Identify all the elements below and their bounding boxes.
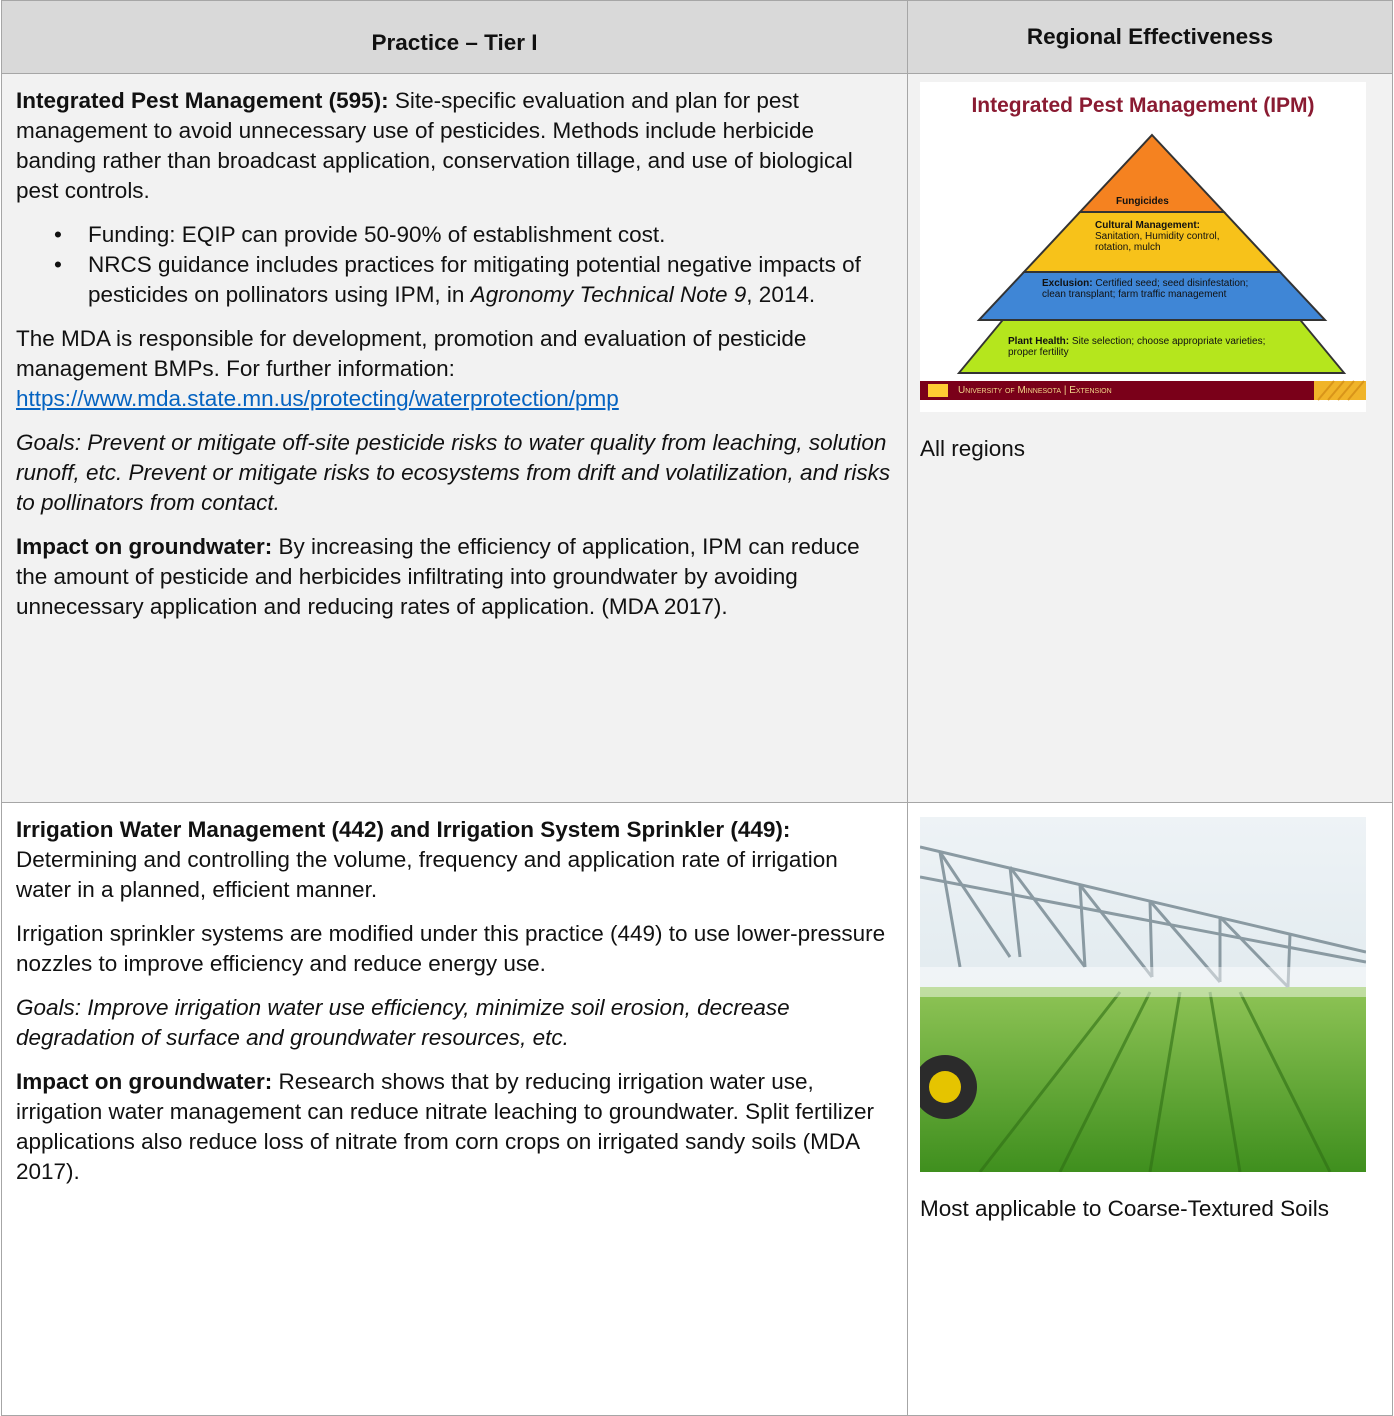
text: The MDA is responsible for development, … [16, 326, 807, 381]
text: Goals: Prevent or mitigate off-site pest… [16, 430, 891, 515]
figure-footer: University of Minnesota | Extension [958, 385, 1112, 396]
tier: Fungicides [1116, 196, 1169, 207]
lead: Impact on groundwater: [16, 534, 273, 559]
text: Research shows that by reducing irrigati… [16, 1069, 874, 1184]
goals: Goals: Prevent or mitigate off-site pest… [16, 428, 893, 518]
irrigation-photo [920, 817, 1366, 1172]
tier-lead: Plant Health: [1008, 336, 1070, 347]
goals: Goals: Improve irrigation water use effi… [16, 993, 893, 1053]
effectiveness-cell: Most applicable to Coarse-Textured Soils [907, 802, 1393, 1416]
ipm-figure: Integrated Pest Management (IPM) Fungici… [920, 82, 1366, 412]
lead: Irrigation Water Management (442) and Ir… [16, 817, 791, 842]
bullet: Funding: EQIP can provide 50-90% of esta… [54, 220, 893, 250]
paragraph: The MDA is responsible for development, … [16, 324, 893, 414]
tier-text: Sanitation, Humidity control, rotation, … [1095, 231, 1220, 253]
row: Irrigation Water Management (442) and Ir… [1, 802, 1393, 1416]
pyramid [920, 133, 1366, 401]
tier: Plant Health: Site selection; choose app… [1008, 336, 1268, 358]
tier-lead: Exclusion: [1042, 278, 1093, 289]
row: Integrated Pest Management (595): Site-s… [1, 73, 1393, 803]
lead: Integrated Pest Management (595): [16, 88, 389, 113]
header-row: Practice – Tier I Regional Effectiveness [1, 0, 1393, 74]
link[interactable]: https://www.mda.state.mn.us/protecting/w… [16, 386, 619, 411]
lead: Impact on groundwater: [16, 1069, 273, 1094]
tier: Cultural Management: Sanitation, Humidit… [1095, 220, 1225, 253]
citation: Agronomy Technical Note 9 [470, 282, 747, 307]
page: Practice – Tier I Regional Effectiveness… [0, 0, 1394, 1293]
text: Determining and controlling the volume, … [16, 847, 838, 902]
tier-lead: Cultural Management: [1095, 220, 1201, 231]
practice-cell: Integrated Pest Management (595): Site-s… [1, 73, 908, 803]
text: Goals: Improve irrigation water use effi… [16, 995, 790, 1050]
text: By increasing the efficiency of applicat… [16, 534, 860, 619]
paragraph: Impact on groundwater: Research shows th… [16, 1067, 893, 1187]
effectiveness: Most applicable to Coarse-Textured Soils [920, 1196, 1329, 1221]
text: Funding: EQIP can provide 50-90% of esta… [88, 222, 666, 247]
tier-text: Certified seed; seed disinfestation; cle… [1042, 278, 1249, 300]
paragraph: Irrigation Water Management (442) and Ir… [16, 815, 893, 905]
bullet: NRCS guidance includes practices for mit… [54, 250, 893, 310]
practice-cell: Irrigation Water Management (442) and Ir… [1, 802, 908, 1416]
text: , 2014. [746, 282, 816, 307]
header-cell: Regional Effectiveness [907, 0, 1393, 74]
figure-title: Integrated Pest Management (IPM) [971, 94, 1315, 117]
paragraph: Integrated Pest Management (595): Site-s… [16, 86, 893, 206]
text: NRCS guidance includes practices for mit… [88, 252, 861, 307]
effectiveness-cell: Integrated Pest Management (IPM) Fungici… [907, 73, 1393, 803]
paragraph: Impact on groundwater: By increasing the… [16, 532, 893, 622]
effectiveness: All regions [920, 436, 1026, 461]
bullet-list: Funding: EQIP can provide 50-90% of esta… [16, 220, 893, 310]
header-cell: Practice – Tier I [1, 0, 908, 74]
tier: Exclusion: Certified seed; seed disinfes… [1042, 278, 1252, 300]
text: Site-specific evaluation and plan for pe… [16, 88, 853, 203]
paragraph: Irrigation sprinkler systems are modifie… [16, 921, 886, 976]
tier-text: Site selection; choose appropriate varie… [1008, 336, 1266, 358]
